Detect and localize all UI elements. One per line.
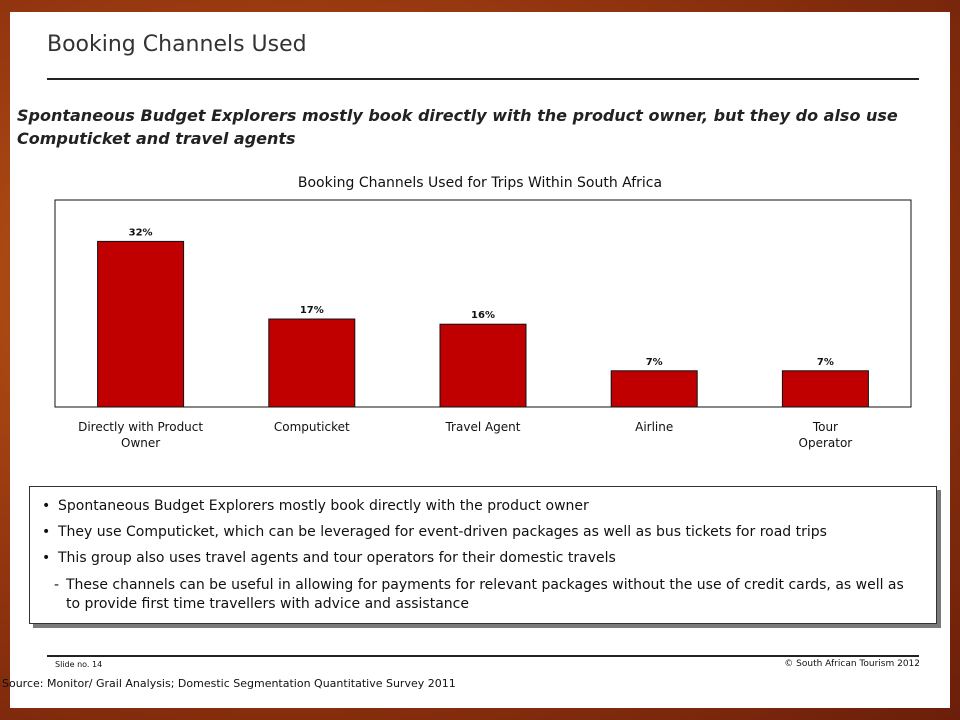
category-label: Airline — [635, 420, 673, 434]
source-note: Source: Monitor/ Grail Analysis; Domesti… — [2, 677, 456, 690]
data-label: 16% — [471, 310, 495, 321]
title-divider — [47, 78, 919, 80]
category-label: Tour — [812, 420, 838, 434]
data-label: 17% — [300, 305, 324, 316]
slide-title: Booking Channels Used — [47, 32, 307, 57]
category-label: Computicket — [274, 420, 350, 434]
bullet-text: They use Computicket, which can be lever… — [58, 524, 827, 540]
bar — [610, 370, 698, 408]
category-label: Directly with Product — [78, 420, 203, 434]
bullet-text: This group also uses travel agents and t… — [58, 550, 616, 566]
bullet-item: • They use Computicket, which can be leve… — [42, 519, 936, 545]
bar — [781, 370, 869, 408]
data-label: 7% — [817, 357, 834, 368]
bullet-item: • This group also uses travel agents and … — [42, 545, 936, 571]
category-label: Travel Agent — [444, 420, 520, 434]
footer-divider — [47, 655, 919, 657]
slide: Booking Channels Used Spontaneous Budget… — [10, 12, 950, 708]
slide-subtitle: Spontaneous Budget Explorers mostly book… — [17, 106, 898, 148]
bar-chart: 32% Directly with Product Owner 17% Computic… — [54, 199, 912, 450]
data-label: 7% — [646, 357, 663, 368]
bar — [97, 240, 185, 408]
bullet-text: Spontaneous Budget Explorers mostly book… — [58, 498, 589, 514]
slide-number: Slide no. 14 — [55, 660, 103, 669]
data-label: 32% — [129, 227, 153, 238]
bullet-icon: • — [42, 550, 51, 566]
sub-bullet-item: - These channels can be useful in allowin… — [30, 576, 936, 614]
bar — [268, 318, 356, 408]
key-findings-box: • Spontaneous Budget Explorers mostly boo… — [29, 486, 937, 624]
category-label: Owner — [121, 436, 160, 450]
bullet-list: • Spontaneous Budget Explorers mostly boo… — [30, 487, 936, 571]
bullet-icon: • — [42, 498, 51, 514]
bullet-item: • Spontaneous Budget Explorers mostly boo… — [42, 493, 936, 519]
dash-icon: - — [54, 577, 60, 593]
bullet-icon: • — [42, 524, 51, 540]
copyright-notice: © South African Tourism 2012 — [784, 659, 920, 669]
category-label: Operator — [799, 436, 853, 450]
bar — [439, 323, 527, 408]
chart-title: Booking Channels Used for Trips Within S… — [297, 175, 663, 191]
sub-bullet-text: These channels can be useful in allowing… — [66, 577, 904, 612]
